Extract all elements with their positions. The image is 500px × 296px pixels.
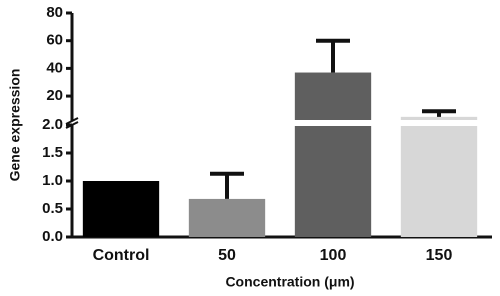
y-tick-label: 0.5 (42, 200, 63, 217)
x-axis-label: Concentration (μm) (225, 274, 354, 290)
y-tick-label: 1.0 (42, 172, 63, 189)
error-bar (422, 109, 456, 117)
error-bar (316, 38, 350, 73)
y-tick-label: 0.0 (42, 228, 63, 245)
y-tick-label: 2.0 (42, 116, 63, 133)
bar (82, 181, 160, 237)
y-tick-label: 80 (46, 4, 63, 21)
x-tick-label: Control (93, 247, 150, 264)
y-axis-label: Gene expression (7, 69, 23, 182)
x-tick-label: 100 (320, 247, 347, 264)
axis-break (74, 120, 498, 126)
y-tick-label: 20 (46, 87, 63, 104)
x-tick-label: 50 (218, 247, 236, 264)
error-bar (210, 171, 244, 199)
y-tick-label: 1.5 (42, 144, 63, 161)
bar (400, 116, 478, 237)
x-tick-label: 150 (426, 247, 453, 264)
bar (294, 72, 372, 238)
bar (188, 198, 266, 237)
y-tick-label: 60 (46, 32, 63, 49)
axis-break-mark (65, 117, 79, 129)
y-tick-label: 40 (46, 59, 63, 76)
